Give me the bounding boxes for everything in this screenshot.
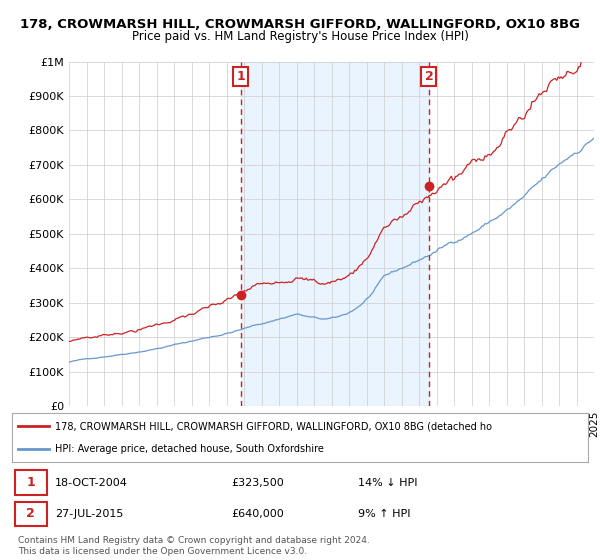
Text: 178, CROWMARSH HILL, CROWMARSH GIFFORD, WALLINGFORD, OX10 8BG (detached ho: 178, CROWMARSH HILL, CROWMARSH GIFFORD, …	[55, 421, 492, 431]
Text: 1: 1	[26, 476, 35, 489]
Text: £640,000: £640,000	[231, 509, 284, 519]
Text: 2: 2	[26, 507, 35, 520]
FancyBboxPatch shape	[15, 470, 47, 495]
Text: 178, CROWMARSH HILL, CROWMARSH GIFFORD, WALLINGFORD, OX10 8BG: 178, CROWMARSH HILL, CROWMARSH GIFFORD, …	[20, 18, 580, 31]
Text: 27-JUL-2015: 27-JUL-2015	[55, 509, 124, 519]
Text: 2: 2	[425, 70, 433, 83]
Bar	[241, 62, 429, 406]
Text: £323,500: £323,500	[231, 478, 284, 488]
Text: Price paid vs. HM Land Registry's House Price Index (HPI): Price paid vs. HM Land Registry's House …	[131, 30, 469, 43]
Text: 9% ↑ HPI: 9% ↑ HPI	[358, 509, 410, 519]
Text: Contains HM Land Registry data © Crown copyright and database right 2024.
This d: Contains HM Land Registry data © Crown c…	[18, 536, 370, 556]
Text: 14% ↓ HPI: 14% ↓ HPI	[358, 478, 417, 488]
FancyBboxPatch shape	[15, 502, 47, 526]
Text: 1: 1	[236, 70, 245, 83]
Text: HPI: Average price, detached house, South Oxfordshire: HPI: Average price, detached house, Sout…	[55, 444, 324, 454]
Text: 18-OCT-2004: 18-OCT-2004	[55, 478, 128, 488]
